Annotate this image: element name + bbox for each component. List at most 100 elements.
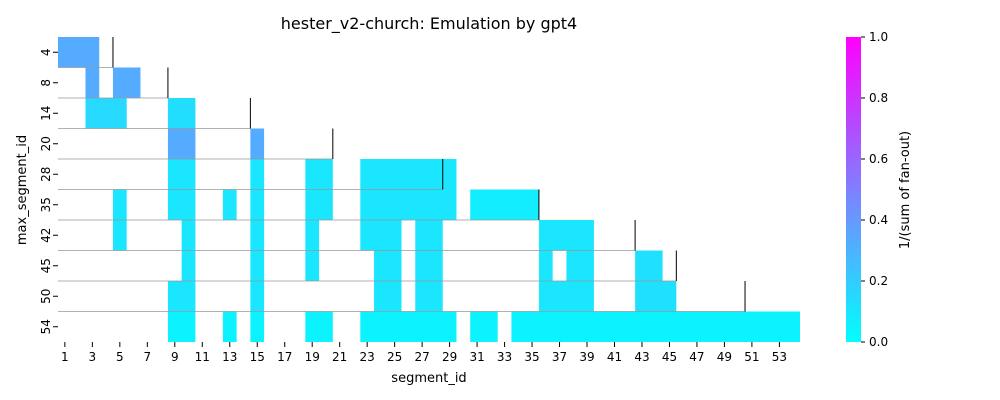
heatmap-cell — [167, 159, 196, 190]
heatmap-cell — [167, 281, 196, 312]
x-tick-label: 19 — [305, 350, 320, 364]
heatmap-cell — [112, 189, 127, 220]
heatmap-cell — [415, 250, 443, 281]
colorbar-tick-label: 0.0 — [869, 335, 888, 349]
y-axis-ticks: 4 8 14 20 28 35 42 45 50 54 — [39, 48, 58, 334]
x-tick-label: 35 — [524, 350, 539, 364]
row-separators — [58, 67, 746, 312]
heatmap-cell — [167, 189, 196, 220]
heatmap-cell — [360, 189, 457, 220]
heatmap-cell — [305, 250, 320, 281]
heatmap-cell — [250, 311, 265, 342]
y-tick-label: 45 — [39, 258, 53, 273]
x-tick-label: 9 — [171, 350, 179, 364]
x-tick-label: 29 — [442, 350, 457, 364]
y-tick-label: 28 — [39, 167, 53, 182]
y-tick-label: 35 — [39, 197, 53, 212]
heatmap-cell — [167, 311, 196, 342]
heatmap-cell — [511, 311, 800, 342]
x-tick-label: 1 — [61, 350, 69, 364]
x-tick-label: 33 — [497, 350, 512, 364]
heatmap-cell — [538, 250, 553, 281]
x-tick-label: 27 — [414, 350, 429, 364]
colorbar-tick-label: 1.0 — [869, 30, 888, 44]
boundary-markers — [112, 37, 746, 312]
heatmap-cell — [566, 250, 594, 281]
heatmap-cell — [167, 128, 196, 159]
heatmap-cell — [250, 189, 265, 220]
x-tick-label: 17 — [277, 350, 292, 364]
heatmap-cell — [250, 128, 265, 159]
heatmap-cell — [538, 281, 594, 312]
y-tick-label: 4 — [39, 48, 53, 56]
colorbar-label: 1/(sum of fan-out) — [898, 131, 913, 249]
y-tick-label: 8 — [39, 79, 53, 87]
x-tick-label: 15 — [250, 350, 265, 364]
x-tick-label: 31 — [469, 350, 484, 364]
heatmap-cells — [58, 37, 800, 342]
heatmap-cell — [415, 281, 443, 312]
x-tick-label: 13 — [222, 350, 237, 364]
heatmap-cell — [538, 220, 594, 251]
heatmap-cell — [374, 281, 402, 312]
x-axis-label: segment_id — [391, 371, 466, 386]
x-tick-label: 21 — [332, 350, 347, 364]
x-tick-label: 53 — [772, 350, 787, 364]
heatmap-cell — [112, 220, 127, 251]
y-tick-label: 14 — [39, 106, 53, 121]
x-tick-label: 49 — [717, 350, 732, 364]
heatmap-cell — [250, 250, 265, 281]
heatmap-cell — [360, 220, 402, 251]
colorbar-tick-label: 0.6 — [869, 152, 888, 166]
colorbar-tick-label: 0.8 — [869, 91, 888, 105]
y-axis-label: max_segment_id — [15, 135, 30, 245]
chart-title: hester_v2-church: Emulation by gpt4 — [281, 14, 577, 34]
heatmap-cell — [250, 159, 265, 190]
heatmap-cell — [181, 220, 196, 251]
heatmap-cell — [415, 220, 443, 251]
heatmap-cell — [167, 98, 196, 129]
y-tick-label: 50 — [39, 289, 53, 304]
y-tick-label: 20 — [39, 136, 53, 151]
x-tick-label: 23 — [360, 350, 375, 364]
heatmap-cell — [222, 311, 237, 342]
heatmap-cell — [374, 250, 402, 281]
colorbar — [846, 37, 861, 342]
x-tick-label: 5 — [116, 350, 124, 364]
heatmap-cell — [305, 220, 320, 251]
x-tick-label: 25 — [387, 350, 402, 364]
x-tick-label: 47 — [689, 350, 704, 364]
heatmap-cell — [222, 189, 237, 220]
colorbar-tick-label: 0.2 — [869, 274, 888, 288]
y-tick-label: 54 — [39, 319, 53, 334]
colorbar-tick-label: 0.4 — [869, 213, 888, 227]
x-axis-ticks: 1 3 5 7 9 11 13 15 17 19 21 23 25 27 29 31 33 35 37 39 41 43 4… — [61, 342, 787, 364]
x-tick-label: 37 — [552, 350, 567, 364]
x-tick-label: 39 — [579, 350, 594, 364]
x-tick-label: 43 — [634, 350, 649, 364]
x-tick-label: 3 — [89, 350, 97, 364]
heatmap-cell — [112, 67, 141, 98]
y-tick-label: 42 — [39, 228, 53, 243]
heatmap-cell — [635, 250, 663, 281]
colorbar-ticks: 0.0 0.2 0.4 0.6 0.8 1.0 — [861, 30, 888, 349]
heatmap-cell — [305, 189, 333, 220]
x-tick-label: 11 — [195, 350, 210, 364]
heatmap-cell — [85, 98, 127, 129]
x-tick-label: 7 — [143, 350, 151, 364]
heatmap-cell — [250, 220, 265, 251]
x-tick-label: 45 — [662, 350, 677, 364]
heatmap-cell — [470, 189, 539, 220]
x-tick-label: 51 — [744, 350, 759, 364]
heatmap-cell — [470, 311, 498, 342]
heatmap-cell — [360, 311, 457, 342]
heatmap-cell — [305, 159, 333, 190]
heatmap-cell — [635, 281, 677, 312]
heatmap-cell — [58, 37, 100, 68]
x-tick-label: 41 — [607, 350, 622, 364]
heatmap-cell — [250, 281, 265, 312]
heatmap-cell — [85, 67, 100, 98]
heatmap-cell — [181, 250, 196, 281]
heatmap-cell — [360, 159, 457, 190]
